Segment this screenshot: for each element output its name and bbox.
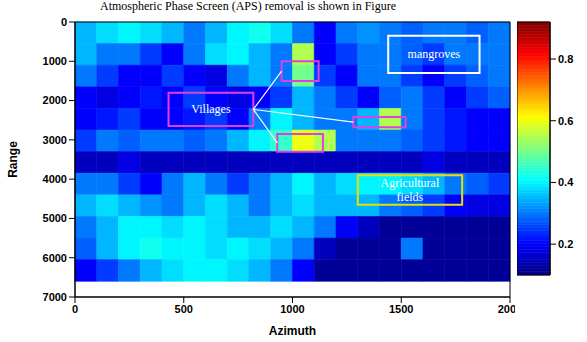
svg-text:500: 500 xyxy=(175,303,193,315)
svg-text:3000: 3000 xyxy=(43,134,67,146)
svg-text:6000: 6000 xyxy=(43,252,67,264)
svg-text:Range: Range xyxy=(6,141,20,178)
svg-text:2000: 2000 xyxy=(43,94,67,106)
svg-text:Agriculturalfields: Agriculturalfields xyxy=(381,176,440,203)
svg-text:0.6: 0.6 xyxy=(558,115,573,127)
svg-text:0.4: 0.4 xyxy=(558,176,574,188)
svg-text:1000: 1000 xyxy=(280,303,304,315)
svg-text:7000: 7000 xyxy=(43,291,67,303)
svg-text:Azimuth: Azimuth xyxy=(269,324,316,338)
svg-text:1000: 1000 xyxy=(43,55,67,67)
svg-text:mangroves: mangroves xyxy=(408,47,461,61)
svg-text:0.2: 0.2 xyxy=(558,238,573,250)
svg-text:4000: 4000 xyxy=(43,173,67,185)
svg-text:0.8: 0.8 xyxy=(558,53,573,65)
html-text:Atmospheric Phase Screen (APS): Atmospheric Phase Screen (APS) removal i… xyxy=(100,0,396,13)
svg-text:5000: 5000 xyxy=(43,212,67,224)
svg-text:Villages: Villages xyxy=(191,102,231,116)
svg-text:1500: 1500 xyxy=(389,303,413,315)
svg-text:0: 0 xyxy=(61,16,67,28)
svg-text:0: 0 xyxy=(72,303,78,315)
svg-text:2000: 2000 xyxy=(498,303,515,315)
